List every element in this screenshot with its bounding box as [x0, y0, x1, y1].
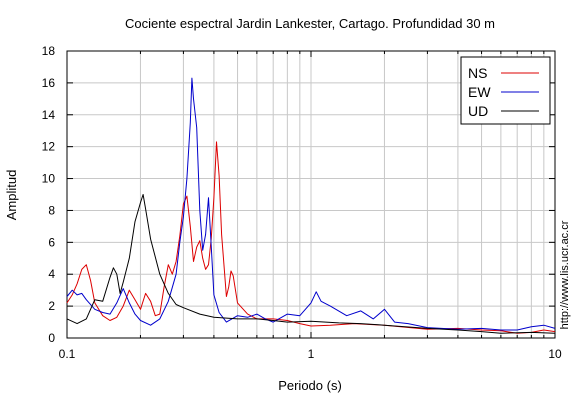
x-tick-label: 10	[548, 347, 562, 361]
legend-label-ud: UD	[468, 103, 488, 119]
grid-lines	[66, 50, 555, 339]
chart-title: Cociente espectral Jardin Lankester, Car…	[125, 16, 495, 31]
legend-label-ew: EW	[468, 84, 491, 100]
y-tick-label: 4	[48, 267, 55, 281]
legend: NS EW UD	[460, 56, 551, 125]
x-tick-label: 1	[308, 347, 315, 361]
x-tick-label: 0.1	[59, 347, 76, 361]
y-tick-label: 10	[42, 172, 56, 186]
y-tick-label: 14	[42, 108, 56, 122]
legend-box	[460, 56, 551, 125]
y-tick-label: 16	[42, 76, 56, 90]
y-tick-label: 0	[48, 331, 55, 345]
data-series	[66, 77, 556, 334]
axes: 0.1 1 10 0 2 4 6 8 10 12 14 16 18	[42, 44, 562, 361]
y-tick-label: 12	[42, 140, 56, 154]
credit-url: http://www.lis.ucr.ac.cr	[559, 220, 571, 329]
series-line-ew	[66, 77, 556, 331]
y-axis-label: Amplitud	[4, 170, 19, 221]
legend-label-ns: NS	[468, 65, 487, 81]
y-tick-label: 8	[48, 203, 55, 217]
y-tick-label: 6	[48, 235, 55, 249]
x-axis-label: Periodo (s)	[278, 378, 342, 393]
series-line-ud	[66, 194, 556, 334]
y-tick-label: 2	[48, 299, 55, 313]
y-tick-label: 18	[42, 44, 56, 58]
series-line-ns	[66, 141, 556, 334]
